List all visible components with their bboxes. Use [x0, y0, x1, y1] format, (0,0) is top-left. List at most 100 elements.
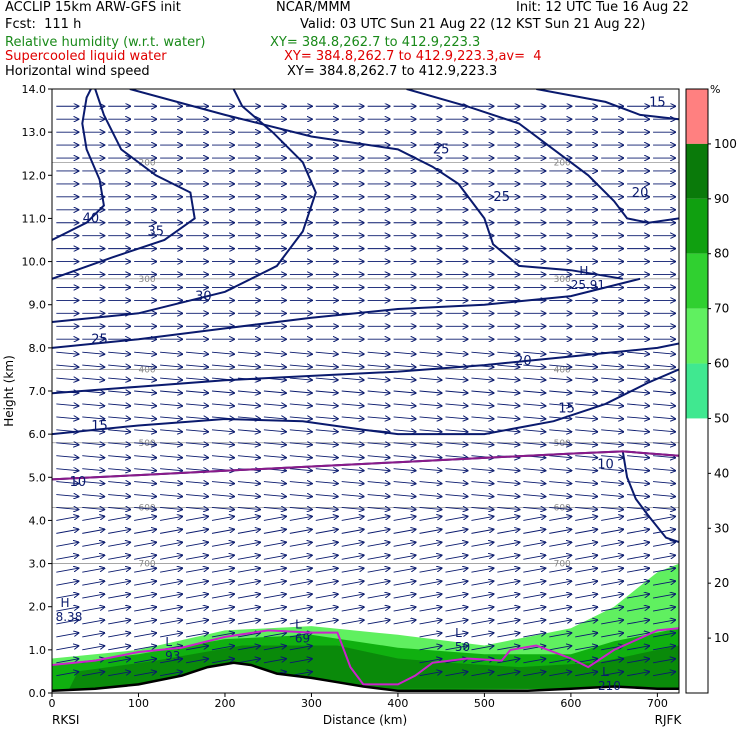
wind-arrow: [549, 365, 571, 367]
colorbar-tick-label: 80: [714, 247, 729, 261]
slw-contour: [52, 627, 679, 686]
wind-arrow: [627, 365, 649, 367]
wind-arrow: [471, 620, 493, 625]
wind-arrow: [108, 620, 130, 625]
wind-arrow: [393, 365, 416, 367]
wind-arrow: [237, 443, 260, 445]
wind-arrow: [56, 443, 78, 445]
wind-arrow: [211, 659, 234, 664]
colorbar-segment: [686, 583, 708, 639]
wind-arrow: [263, 542, 286, 547]
wind-arrow: [315, 417, 338, 419]
wind-arrow: [653, 391, 675, 393]
wind-arrow: [393, 443, 416, 445]
wind-arrow: [497, 659, 519, 664]
wind-arrow: [108, 378, 130, 380]
wind-arrow: [160, 607, 182, 612]
wind-arrow: [315, 391, 338, 393]
wind-arrow: [289, 495, 312, 497]
rh-colorbar: 100 90 80 70 60 50 40 30 20 10%: [685, 83, 737, 694]
wind-arrow: [263, 417, 286, 419]
wind-arrow: [367, 529, 390, 534]
slw-field-label: Supercooled liquid water: [5, 49, 167, 64]
wind-arrow: [237, 417, 260, 419]
wind-arrow: [471, 594, 493, 599]
wind-arrow: [56, 646, 78, 651]
wind-arrow: [445, 456, 467, 458]
wind-arrow: [237, 555, 260, 560]
colorbar-segment: [686, 308, 708, 364]
wind-arrow: [134, 430, 156, 432]
wind-arrow: [160, 542, 182, 547]
wind-arrow: [108, 456, 130, 458]
wind-arrow: [82, 646, 104, 651]
wind-arrow: [471, 581, 493, 586]
wind-arrow: [627, 555, 649, 560]
wind-arrow: [134, 456, 156, 458]
wind-arrow: [445, 482, 467, 484]
wind-arrow: [56, 495, 78, 497]
wind-contour-25: [52, 277, 641, 349]
wind-arrow: [601, 620, 623, 625]
wind-arrow: [419, 672, 442, 677]
wind-arrow: [263, 607, 286, 612]
wind-arrow: [497, 443, 519, 445]
wind-arrow: [237, 495, 260, 497]
wind-arrow: [601, 469, 623, 471]
wind-arrow: [160, 516, 182, 521]
y-tick-label: 4.0: [29, 514, 47, 527]
wind-arrow: [108, 516, 130, 521]
wind-arrow: [575, 620, 597, 625]
wind-arrow: [315, 495, 338, 497]
wind-arrow: [419, 555, 442, 560]
wind-arrow: [497, 352, 519, 354]
wind-arrow: [627, 352, 649, 354]
wind-arrow: [263, 516, 286, 521]
wind-arrow: [549, 430, 571, 432]
wind-arrow: [523, 430, 545, 432]
wind-arrow: [393, 482, 416, 484]
wind-arrow: [56, 516, 78, 521]
wind-arrow: [211, 607, 234, 612]
wind-arrow: [523, 620, 545, 625]
wind-arrow: [237, 352, 260, 354]
wind-arrow: [341, 529, 364, 534]
wind-arrow: [211, 352, 234, 354]
wind-arrow: [445, 507, 467, 509]
wind-arrow: [134, 568, 156, 573]
wind-arrow: [445, 646, 467, 651]
y-tick-label: 8.0: [29, 342, 47, 355]
wind-arrow: [108, 594, 130, 599]
y-axis-title: Height (km): [2, 355, 16, 426]
wind-arrow: [108, 417, 130, 419]
wind-arrow: [445, 378, 467, 380]
wind-arrow: [575, 542, 597, 547]
wind-arrow: [367, 456, 390, 458]
init-time: Init: 12 UTC Tue 16 Aug 22: [516, 0, 689, 15]
wind-arrow: [263, 633, 286, 638]
wind-arrow: [419, 417, 442, 419]
wind-arrow: [627, 507, 649, 509]
wind-arrow: [445, 633, 467, 638]
wind-arrow: [108, 404, 130, 406]
wind-arrow: [315, 581, 338, 586]
wind-arrow: [315, 529, 338, 534]
wind-arrow: [289, 417, 312, 419]
wind-arrow: [575, 607, 597, 612]
wind-arrow: [575, 430, 597, 432]
y-tick-label: 2.0: [29, 601, 47, 614]
wind-arrow: [211, 620, 234, 625]
wind-contour-15: [536, 89, 679, 121]
pressure-label: 200: [554, 158, 571, 168]
wind-arrow: [160, 482, 182, 484]
wind-arrow: [108, 672, 130, 677]
colorbar-segment: [686, 143, 708, 199]
wind-arrow: [315, 469, 338, 471]
wind-arrow: [471, 568, 493, 573]
wind-arrow: [627, 417, 649, 419]
wind-arrow: [419, 633, 442, 638]
wind-arrow: [186, 378, 208, 380]
wind-arrow: [186, 456, 208, 458]
contour-label: 40: [83, 212, 100, 227]
wind-arrow: [108, 365, 130, 367]
